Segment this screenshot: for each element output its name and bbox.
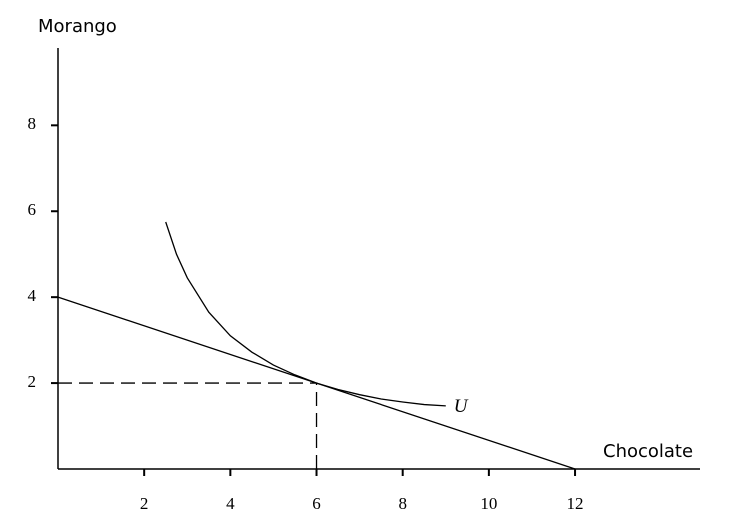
x-tick-label: 10 — [480, 494, 497, 513]
y-tick-label: 8 — [28, 114, 37, 133]
x-tick-label: 2 — [140, 494, 149, 513]
series-label: U — [454, 396, 469, 417]
x-tick-label: 6 — [312, 494, 321, 513]
x-axis-label: Chocolate — [603, 441, 693, 462]
y-tick-label: 2 — [28, 372, 37, 391]
series-line — [165, 221, 446, 407]
y-tick-label: 4 — [28, 286, 37, 305]
y-tick-label: 6 — [28, 200, 37, 219]
series-line — [57, 296, 576, 470]
x-tick-label: 4 — [226, 494, 235, 513]
y-axis-label: Morango — [38, 16, 117, 37]
x-tick-label: 12 — [567, 494, 584, 513]
x-tick-label: 8 — [398, 494, 407, 513]
